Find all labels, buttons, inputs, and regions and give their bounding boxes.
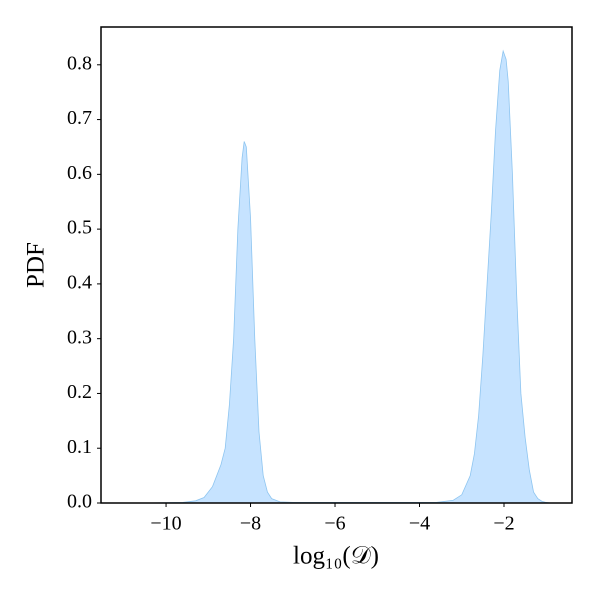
y-tick-label: 0.2 <box>67 381 92 403</box>
y-tick-label: 0.3 <box>67 326 92 348</box>
x-tick-label: −8 <box>240 513 261 535</box>
x-tick-label: −2 <box>493 513 514 535</box>
density-area <box>102 49 551 504</box>
y-tick-label: 0.7 <box>67 107 92 129</box>
x-axis-label: log₁₀(𝒟) <box>293 543 379 570</box>
y-tick-label: 0.1 <box>67 436 92 458</box>
y-tick-label: 0.6 <box>67 162 92 184</box>
y-tick-label: 0.0 <box>67 491 92 513</box>
x-tick-label: −6 <box>324 513 345 535</box>
y-axis-label: PDF <box>23 242 50 288</box>
y-tick-label: 0.4 <box>67 271 92 293</box>
x-tick-label: −4 <box>409 513 430 535</box>
x-tick-label: −10 <box>150 513 181 535</box>
y-tick-label: 0.8 <box>67 52 92 74</box>
plot-frame <box>100 26 573 504</box>
y-tick-label: 0.5 <box>67 217 92 239</box>
